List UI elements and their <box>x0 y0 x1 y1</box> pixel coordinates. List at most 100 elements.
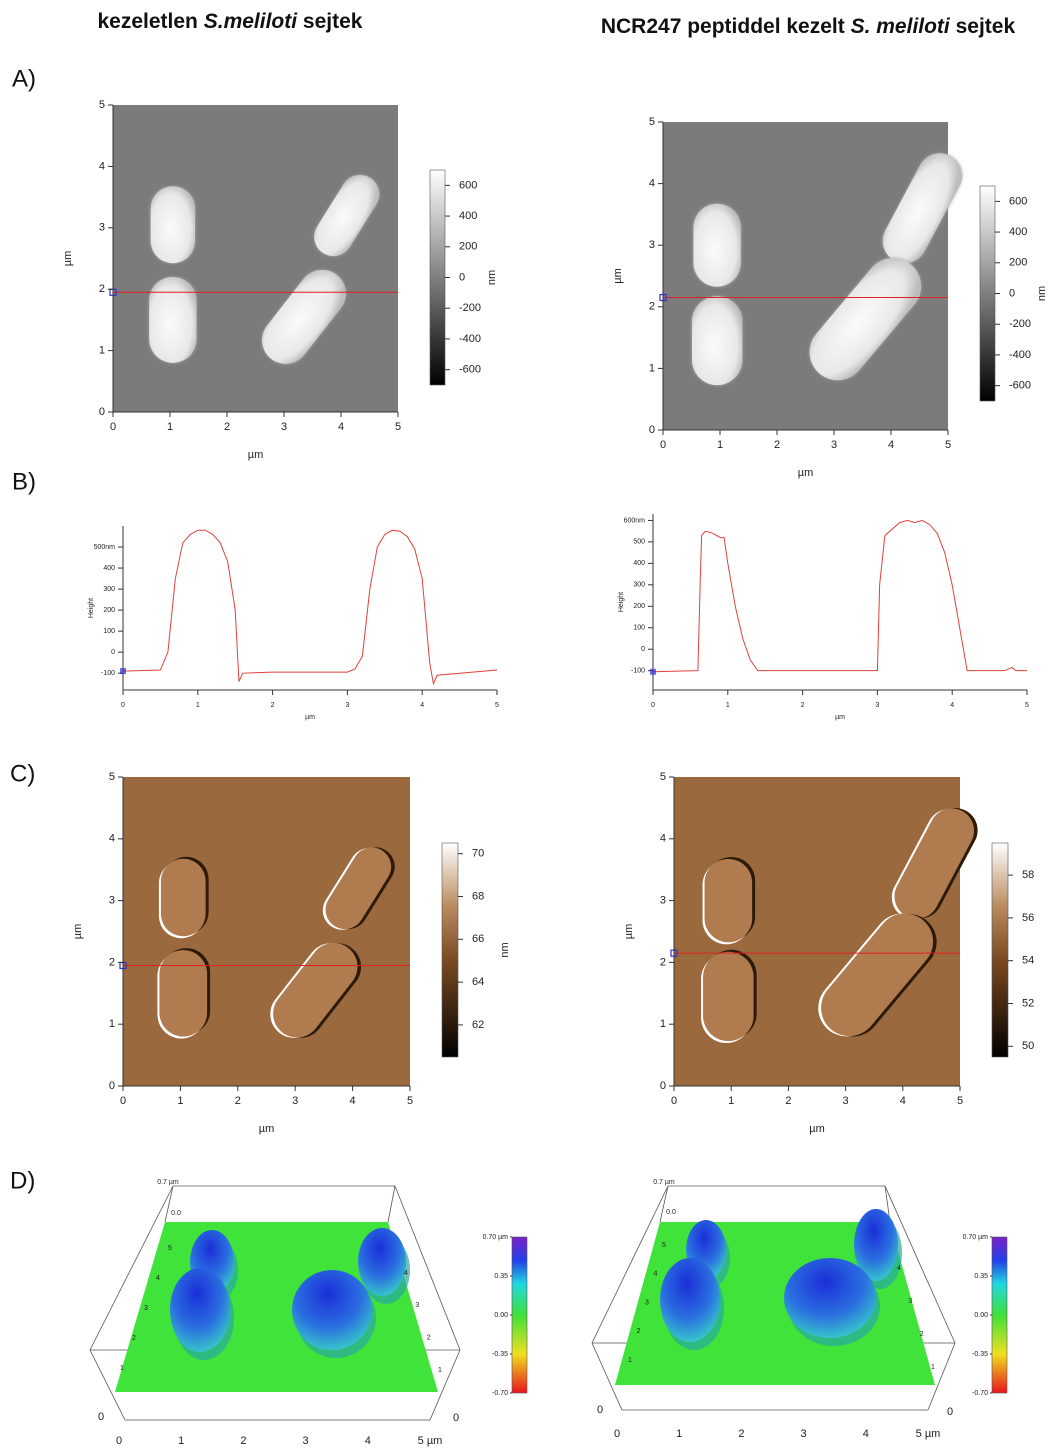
x-tick-label: 0 <box>110 421 116 433</box>
x-tick-label: 2 <box>801 702 805 709</box>
x-tick-label: 3 <box>303 1435 309 1447</box>
x-tick-label: 1 <box>167 421 173 433</box>
y-tick-label: 1 <box>649 362 655 374</box>
bacterium <box>159 857 209 938</box>
bacterium-body <box>693 204 740 287</box>
y-tick-label: 2 <box>109 956 115 968</box>
y-tick-label: 400 <box>633 560 645 567</box>
x-tick-label: 1 <box>196 702 200 709</box>
colorbar-unit: nm <box>1036 286 1048 301</box>
figure: kezeletlen S.meliloti sejtek NCR247 pept… <box>0 0 1048 1450</box>
colorbar-tick-label: 0.00 <box>974 1312 988 1319</box>
y-tick-label: 3 <box>109 895 115 907</box>
y-axis-label: Height <box>618 592 625 612</box>
y-tick-label: 4 <box>99 160 105 172</box>
side-tick-label: 2 <box>637 1328 641 1335</box>
y-tick-label: 4 <box>660 833 666 845</box>
x-tick-label: 0 <box>116 1435 122 1447</box>
bacterium-body <box>692 296 742 385</box>
y-tick-label: 5 <box>649 116 655 128</box>
x-tick-label: 5 µm <box>418 1435 443 1447</box>
y-tick-label: 2 <box>99 283 105 295</box>
side-tick-label: 4 <box>654 1271 658 1278</box>
colorbar-tick-label: 68 <box>472 890 484 902</box>
x-tick-label: 5 <box>1025 702 1029 709</box>
colorbar-tick-label: 56 <box>1022 912 1034 924</box>
bacterium <box>693 204 740 287</box>
colorbar <box>512 1237 527 1393</box>
x-axis-label: µm <box>809 1123 825 1135</box>
side-tick-label: 2 <box>920 1331 924 1338</box>
side-tick-label: 3 <box>144 1305 148 1312</box>
y-tick-label: 0 <box>109 1080 115 1092</box>
colorbar-tick-label: 0.35 <box>974 1273 988 1280</box>
height-profile <box>123 530 497 683</box>
y-tick-label: 2 <box>649 301 655 313</box>
y-tick-label: 3 <box>649 239 655 251</box>
x-tick-label: 4 <box>365 1435 371 1447</box>
y-tick-label: -100 <box>101 670 115 677</box>
side-tick-label: 5 <box>662 1242 666 1249</box>
y-tick-label: 100 <box>103 628 115 635</box>
x-tick-label: 5 <box>395 421 401 433</box>
afm-image <box>113 105 398 412</box>
y-tick-label: 0 <box>111 649 115 656</box>
row-label: D) <box>10 1167 35 1194</box>
row-label: C) <box>10 760 35 787</box>
colorbar-tick-label: 0 <box>1009 287 1015 299</box>
z-label: 0.0 <box>666 1209 676 1216</box>
y-tick-label: 5 <box>660 771 666 783</box>
y-tick-label: 300 <box>103 586 115 593</box>
colorbar-tick-label: -200 <box>459 302 481 314</box>
colorbar <box>442 843 458 1057</box>
y-tick-label: 3 <box>660 895 666 907</box>
x-tick-label: 3 <box>875 702 879 709</box>
y-tick-label: 200 <box>633 603 645 610</box>
x-tick-label: 2 <box>271 702 275 709</box>
bacterium-3d <box>292 1270 372 1350</box>
title-part: NCR247 peptiddel kezelt <box>601 15 851 38</box>
title-part: S.meliloti <box>204 10 299 33</box>
x-tick-label: 4 <box>863 1428 869 1440</box>
title-part: sejtek <box>950 15 1016 38</box>
y-tick-label: 1 <box>109 1018 115 1030</box>
x-tick-label: 4 <box>900 1095 906 1107</box>
x-tick-label: 2 <box>224 421 230 433</box>
bacterium-body <box>705 859 753 942</box>
corner-label: 0 <box>597 1404 603 1416</box>
colorbar-tick-label: -200 <box>1009 318 1031 330</box>
x-axis-label: µm <box>259 1123 275 1135</box>
bacterium <box>157 948 210 1038</box>
x-tick-label: 1 <box>726 702 730 709</box>
side-tick-label: 4 <box>897 1265 901 1272</box>
y-tick-label: 3 <box>99 222 105 234</box>
y-tick-label: 400 <box>103 565 115 572</box>
y-tick-label: 0 <box>660 1080 666 1092</box>
y-tick-label: 4 <box>109 833 115 845</box>
x-axis-label: µm <box>305 714 315 721</box>
side-tick-label: 1 <box>438 1367 442 1374</box>
bacterium-3d <box>170 1268 230 1352</box>
bacterium-3d <box>660 1258 720 1342</box>
height-profile <box>653 520 1027 671</box>
side-tick-label: 5 <box>168 1245 172 1252</box>
y-tick-label: 1 <box>99 345 105 357</box>
y-tick-label: -100 <box>631 668 645 675</box>
x-axis-label: µm <box>835 714 845 721</box>
x-tick-label: 5 <box>407 1095 413 1107</box>
x-axis-label: µm <box>798 467 814 479</box>
colorbar-tick-label: 62 <box>472 1019 484 1031</box>
colorbar-tick-label: -0.35 <box>972 1351 988 1358</box>
y-axis-label: µm <box>62 251 74 267</box>
x-tick-label: 4 <box>338 421 344 433</box>
z-label: 0.7 µm <box>157 1179 179 1186</box>
colorbar <box>980 186 995 401</box>
bacterium-body <box>703 952 754 1041</box>
bacterium <box>692 296 742 385</box>
colorbar-tick-label: 0.00 <box>494 1312 508 1319</box>
bacterium-body <box>159 950 207 1036</box>
bacterium <box>149 277 196 363</box>
x-tick-label: 3 <box>281 421 287 433</box>
colorbar-tick-label: -0.70 <box>972 1390 988 1397</box>
z-label: 0.7 µm <box>653 1179 675 1186</box>
